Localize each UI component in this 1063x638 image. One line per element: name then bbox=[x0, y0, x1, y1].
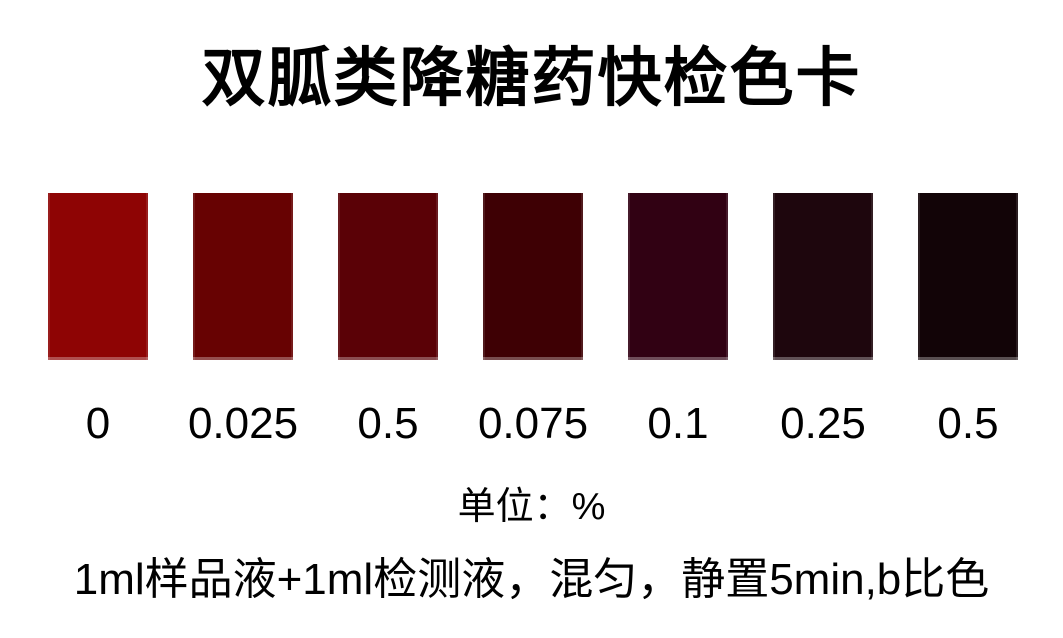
swatch-label: 0.5 bbox=[357, 399, 419, 448]
color-swatch bbox=[338, 193, 438, 360]
swatch-column: 0.5 bbox=[918, 193, 1018, 446]
swatch-column: 0.25 bbox=[773, 193, 873, 446]
swatch-column: 0.5 bbox=[338, 193, 438, 446]
instructions-text: 1ml样品液+1ml检测液，混匀，静置5min,b比色 bbox=[73, 555, 990, 604]
swatch-label: 0.025 bbox=[187, 399, 299, 448]
color-swatch bbox=[628, 193, 728, 360]
swatch-column: 0.025 bbox=[188, 193, 298, 446]
swatch-label: 0.25 bbox=[780, 399, 866, 448]
swatch-column: 0.1 bbox=[628, 193, 728, 446]
page-title: 双胍类降糖药快检色卡 bbox=[201, 42, 862, 114]
swatch-label: 0 bbox=[85, 399, 111, 448]
swatch-column: 0 bbox=[48, 193, 148, 446]
swatch-label: 0.1 bbox=[647, 399, 709, 448]
swatch-label: 0.5 bbox=[937, 399, 999, 448]
color-swatch bbox=[918, 193, 1018, 360]
color-swatch bbox=[193, 193, 293, 360]
color-swatch-row: 0 0.025 0.5 0.075 0.1 0.25 0.5 bbox=[48, 193, 1018, 446]
color-swatch bbox=[483, 193, 583, 360]
swatch-label: 0.075 bbox=[477, 399, 589, 448]
color-swatch bbox=[48, 193, 148, 360]
unit-label: 单位：% bbox=[457, 486, 606, 528]
color-swatch bbox=[773, 193, 873, 360]
swatch-column: 0.075 bbox=[478, 193, 588, 446]
